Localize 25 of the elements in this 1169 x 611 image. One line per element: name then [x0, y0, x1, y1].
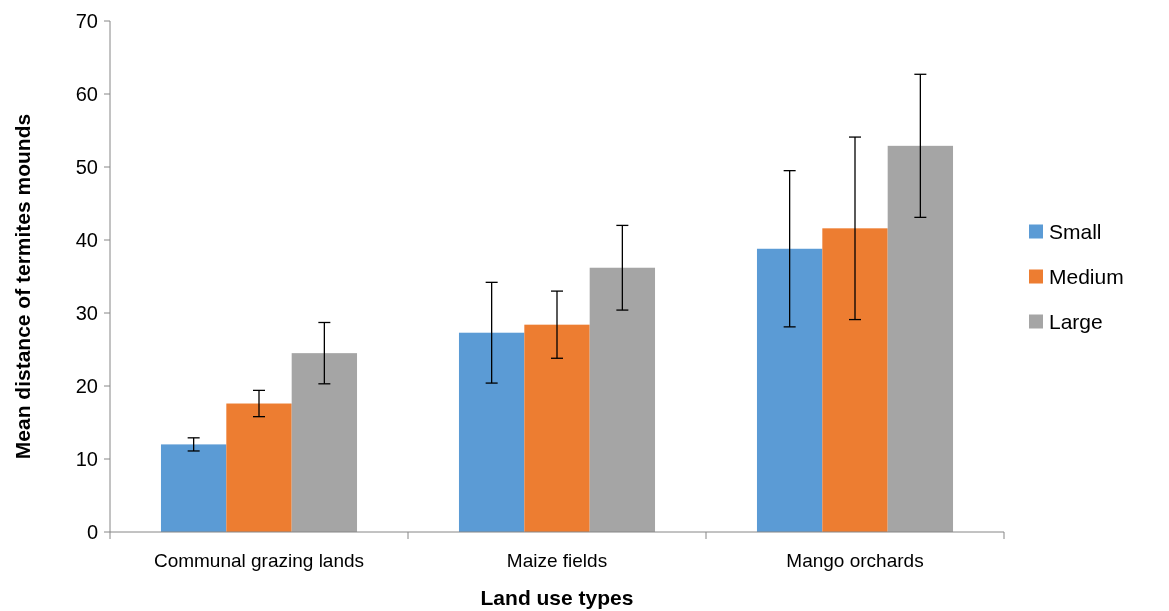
x-tick-label: Maize fields	[506, 550, 608, 571]
x-axis-title: Land use types	[480, 586, 634, 609]
bar	[226, 403, 292, 532]
y-tick-label: 10	[75, 448, 98, 470]
y-tick-label: 40	[75, 229, 98, 251]
y-tick-label: 50	[75, 156, 98, 178]
bar	[589, 267, 656, 532]
bar	[524, 324, 590, 532]
bar	[822, 228, 888, 532]
y-tick-label: 0	[86, 521, 98, 543]
bar	[887, 145, 954, 532]
x-tick-label: Communal grazing lands	[153, 550, 365, 571]
legend-label: Small	[1049, 219, 1102, 243]
bar	[160, 444, 227, 532]
y-tick-label: 30	[75, 302, 98, 324]
bar	[756, 248, 823, 532]
bar	[291, 353, 358, 532]
y-tick-label: 70	[75, 10, 98, 32]
legend-label: Large	[1049, 309, 1103, 333]
bar	[458, 332, 525, 532]
x-tick-label: Mango orchards	[786, 550, 924, 571]
legend-label: Medium	[1049, 264, 1124, 288]
y-tick-label: 60	[75, 83, 98, 105]
y-axis-title: Mean distance of termites mounds	[11, 113, 34, 460]
y-tick-label: 20	[75, 375, 98, 397]
